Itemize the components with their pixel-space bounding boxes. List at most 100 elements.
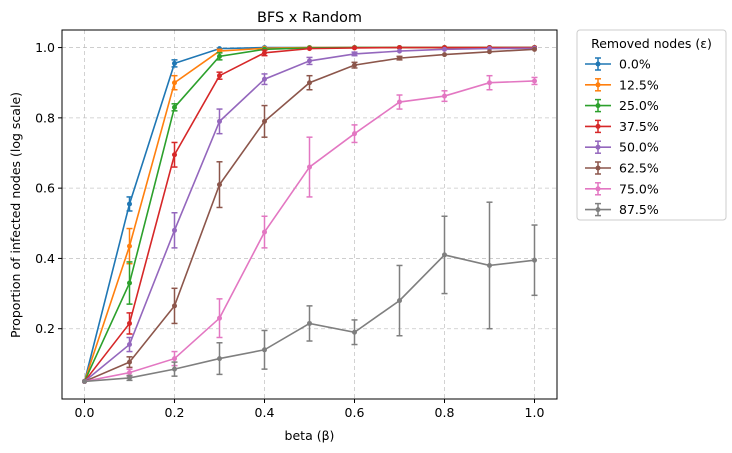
legend-entry: 12.5%	[585, 77, 659, 92]
data-point	[127, 201, 132, 207]
axes-layer: 0.0 0.2 0.4 0.6 0.8 1.0 0.2 0.4 0.6 0.8 1.0	[35, 29, 558, 420]
y-tick-label: 0.6	[35, 181, 55, 196]
y-axis-title: Proportion of infected nodes (log scale)	[8, 92, 23, 338]
data-point	[127, 370, 132, 376]
x-tick-label: 0.8	[435, 405, 455, 420]
data-point	[127, 342, 132, 348]
data-point	[307, 80, 312, 86]
legend-entry: 87.5%	[585, 202, 659, 217]
legend-label: 50.0%	[619, 140, 659, 155]
data-point	[172, 152, 177, 158]
legend-label: 62.5%	[619, 161, 659, 176]
data-point	[442, 52, 447, 58]
data-point	[307, 320, 312, 326]
y-tick-label: 0.2	[35, 321, 55, 336]
x-tick-label: 0.6	[345, 405, 365, 420]
legend-marker	[595, 123, 601, 129]
data-point	[262, 347, 267, 353]
data-point	[397, 45, 402, 51]
series-75.0%	[82, 74, 538, 384]
y-tick-label: 1.0	[35, 40, 55, 55]
data-point	[397, 99, 402, 105]
data-point	[442, 252, 447, 258]
data-point	[307, 46, 312, 52]
legend-marker	[595, 61, 601, 67]
y-tick-label: 0.4	[35, 251, 55, 266]
data-point	[532, 78, 537, 84]
legend-label: 75.0%	[619, 181, 659, 196]
legend-marker	[595, 165, 601, 171]
data-point	[487, 262, 492, 268]
data-point	[352, 329, 357, 335]
data-point	[307, 164, 312, 170]
legend-entry: 0.0%	[585, 57, 651, 72]
legend-marker	[595, 103, 601, 109]
legend-title: Removed nodes (ε)	[591, 36, 712, 51]
data-point	[172, 303, 177, 309]
series-37.5%	[82, 45, 537, 384]
legend-label: 0.0%	[619, 57, 651, 72]
legend-label: 12.5%	[619, 77, 659, 92]
data-point	[172, 104, 177, 110]
data-point	[82, 378, 87, 384]
data-point	[217, 315, 222, 321]
data-point	[127, 280, 132, 286]
data-point	[127, 320, 132, 326]
series-50.0%	[82, 45, 537, 384]
data-point	[352, 51, 357, 57]
chart-title: BFS x Random	[257, 10, 362, 26]
x-tick-label: 0.0	[75, 405, 95, 420]
data-point	[217, 73, 222, 79]
data-point	[442, 46, 447, 52]
data-point	[172, 366, 177, 372]
series-87.5%	[82, 201, 538, 384]
legend-marker	[595, 207, 601, 213]
legend: Removed nodes (ε) 0.0% 12.5% 25.0% 37.5% 50.…	[576, 29, 727, 221]
data-point	[127, 359, 132, 365]
data-point	[487, 49, 492, 55]
data-point	[262, 50, 267, 56]
data-point	[262, 76, 267, 82]
data-point	[217, 356, 222, 362]
data-point	[172, 356, 177, 362]
data-point	[307, 58, 312, 64]
data-point	[352, 45, 357, 51]
data-point	[262, 229, 267, 235]
data-point	[172, 80, 177, 86]
data-point	[397, 55, 402, 61]
legend-entry: 62.5%	[585, 161, 659, 176]
data-point	[217, 182, 222, 188]
plot-frame	[61, 29, 558, 400]
legend-entry: 37.5%	[585, 119, 659, 134]
data-point	[172, 227, 177, 233]
legend-marker	[595, 186, 601, 192]
data-point	[442, 93, 447, 99]
data-point	[352, 62, 357, 68]
data-point	[487, 80, 492, 86]
legend-frame	[576, 29, 727, 221]
data-point	[397, 48, 402, 54]
data-point	[217, 53, 222, 59]
data-point	[532, 46, 537, 52]
data-point	[127, 243, 132, 249]
data-point	[172, 60, 177, 66]
x-axis-title: beta (β)	[285, 428, 335, 443]
legend-label: 25.0%	[619, 98, 659, 113]
x-tick-label: 0.2	[165, 405, 185, 420]
series-layer	[82, 45, 538, 384]
legend-label: 37.5%	[619, 119, 659, 134]
data-point	[217, 118, 222, 124]
legend-marker	[595, 144, 601, 150]
x-tick-label: 1.0	[525, 405, 545, 420]
data-point	[532, 257, 537, 263]
data-point	[397, 298, 402, 304]
y-tick-label: 0.8	[35, 110, 55, 125]
legend-entry: 25.0%	[585, 98, 659, 113]
data-point	[352, 131, 357, 137]
legend-label: 87.5%	[619, 202, 659, 217]
x-tick-label: 0.4	[255, 405, 275, 420]
data-point	[127, 375, 132, 381]
legend-entry: 50.0%	[585, 140, 659, 155]
